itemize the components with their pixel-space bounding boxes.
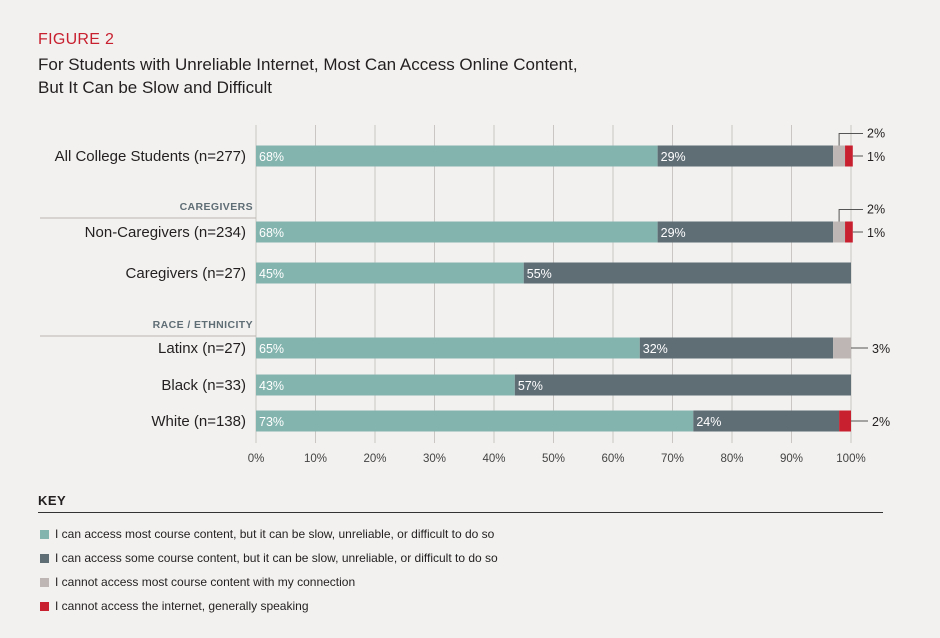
data-label: 65% [259, 342, 284, 356]
row-label: Caregivers (n=27) [126, 265, 246, 282]
key-swatch [40, 530, 49, 539]
bar-segment [256, 262, 524, 284]
x-tick-label: 0% [248, 453, 265, 465]
data-label: 32% [643, 342, 668, 356]
key-swatch [40, 554, 49, 563]
bar-segment [845, 145, 853, 167]
group-heading: RACE / ETHNICITY [153, 319, 253, 331]
key-label: I cannot access most course content with… [55, 575, 356, 589]
data-label: 73% [259, 415, 284, 429]
key-swatch [40, 578, 49, 587]
x-tick-label: 20% [363, 453, 386, 465]
x-tick-label: 10% [304, 453, 327, 465]
data-label: 1% [867, 150, 885, 164]
bar-segment [833, 145, 846, 167]
key-item: I cannot access the internet, generally … [40, 599, 309, 613]
bar-segment [833, 337, 851, 359]
data-label: 2% [872, 415, 890, 429]
figure-label: FIGURE 2 [38, 31, 115, 48]
data-label: 55% [527, 267, 552, 281]
group-heading: CAREGIVERS [180, 201, 253, 213]
key-swatch [40, 602, 49, 611]
row-label: Non-Caregivers (n=234) [85, 224, 246, 241]
chart-title-line-2: But It Can be Slow and Difficult [38, 78, 273, 97]
bar-segment [639, 337, 834, 359]
bar-segment [657, 221, 834, 243]
x-tick-label: 60% [601, 453, 624, 465]
bar-segment [256, 374, 515, 396]
bar-segment [256, 221, 658, 243]
chart-title: For Students with Unreliable Internet, M… [38, 53, 578, 99]
data-label: 29% [661, 226, 686, 240]
key-title: KEY [38, 493, 67, 508]
data-label: 24% [696, 415, 721, 429]
row-label: Black (n=33) [161, 377, 246, 394]
data-label: 68% [259, 226, 284, 240]
bar-segment [657, 145, 834, 167]
key-item: I can access most course content, but it… [40, 527, 494, 541]
x-tick-label: 80% [720, 453, 743, 465]
x-tick-label: 50% [542, 453, 565, 465]
x-tick-label: 100% [836, 453, 865, 465]
key-label: I cannot access the internet, generally … [55, 599, 309, 613]
data-label: 1% [867, 226, 885, 240]
key-item: I can access some course content, but it… [40, 551, 498, 565]
data-label: 2% [867, 203, 885, 217]
key-label: I can access most course content, but it… [55, 527, 495, 541]
bar-segment [256, 145, 658, 167]
callout-leader [838, 133, 863, 146]
stacked-bar-chart: 0% 10% 20% 30% 40% 50% 60% 70% 80% 90% 100% All Col… [40, 125, 890, 465]
data-label: 2% [867, 127, 885, 141]
row-label: Latinx (n=27) [158, 340, 246, 357]
key-item: I cannot access most course content with… [40, 575, 355, 589]
data-label: 43% [259, 379, 284, 393]
bar-segment [256, 410, 694, 432]
data-label: 3% [872, 342, 890, 356]
row-label: All College Students (n=277) [55, 148, 246, 165]
row-label: White (n=138) [151, 413, 246, 430]
bar-segment [256, 337, 640, 359]
x-tick-label: 90% [780, 453, 803, 465]
data-label: 68% [259, 150, 284, 164]
x-tick-label: 40% [482, 453, 505, 465]
key-label: I can access some course content, but it… [55, 551, 498, 565]
data-label: 29% [661, 150, 686, 164]
x-tick-label: 70% [661, 453, 684, 465]
bar-segment [833, 221, 846, 243]
bar-segment [523, 262, 851, 284]
callout-leader [838, 209, 863, 222]
chart-title-line-1: For Students with Unreliable Internet, M… [38, 55, 578, 74]
bar-segment [845, 221, 853, 243]
data-label: 57% [518, 379, 543, 393]
bar-segment [839, 410, 851, 432]
x-tick-label: 30% [423, 453, 446, 465]
key-divider [38, 512, 883, 513]
data-label: 45% [259, 267, 284, 281]
bar-segment [693, 410, 840, 432]
bar-segment [514, 374, 851, 396]
